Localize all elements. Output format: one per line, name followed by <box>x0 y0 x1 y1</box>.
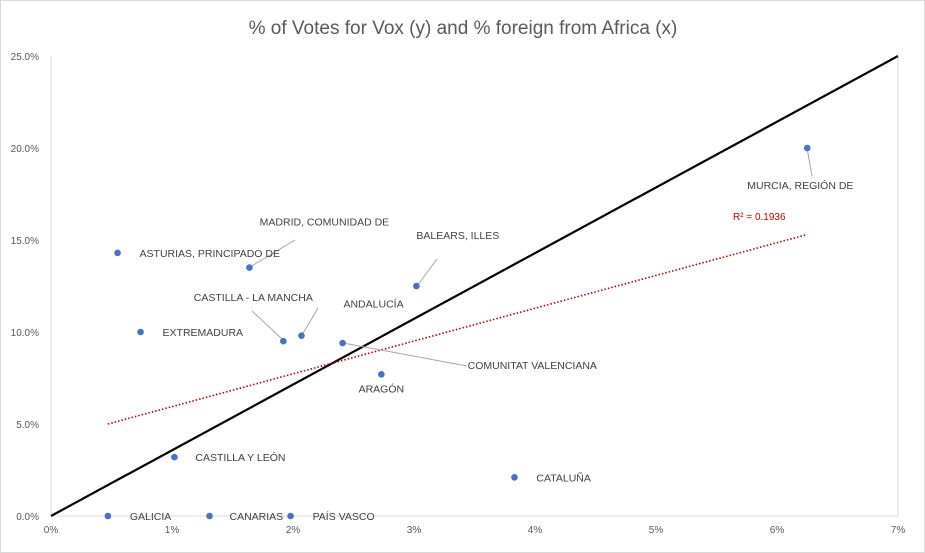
data-label: COMUNITAT VALENCIANA <box>468 360 597 372</box>
data-point <box>413 282 420 290</box>
data-point <box>298 332 305 339</box>
leader-line <box>249 239 296 268</box>
x-tick-label: 3% <box>407 525 422 536</box>
y-tick-label: 0.0% <box>16 512 39 523</box>
data-point <box>114 249 121 257</box>
data-point <box>137 328 144 336</box>
r-squared-label: R² = 0.1936 <box>733 212 786 223</box>
data-label: GALICIA <box>130 511 171 523</box>
data-label: EXTREMADURA <box>163 327 244 339</box>
leader-line <box>342 342 468 367</box>
data-point <box>339 339 346 347</box>
data-label: CASTILLA - LA MANCHA <box>194 292 313 304</box>
data-point <box>280 337 287 345</box>
data-point <box>378 371 385 378</box>
x-tick-label: 4% <box>528 525 543 536</box>
data-label: CANARIAS <box>230 511 284 523</box>
x-tick-label: 6% <box>770 525 785 536</box>
data-label: PAÍS VASCO <box>313 510 375 523</box>
x-tick-label: 2% <box>286 525 301 536</box>
data-point <box>171 453 178 461</box>
data-point <box>206 512 213 520</box>
data-point <box>511 474 518 481</box>
data-label: CATALUÑA <box>536 471 590 484</box>
x-tick-label: 7% <box>891 525 906 536</box>
chart-title: % of Votes for Vox (y) and % foreign fro… <box>249 18 678 39</box>
y-tick-label: 25.0% <box>11 52 39 63</box>
x-tick-label: 1% <box>165 525 180 536</box>
y-tick-label: 20.0% <box>11 144 39 155</box>
leader-line <box>301 307 319 336</box>
data-label: CASTILLA Y LEÓN <box>195 451 285 464</box>
y-tick-label: 15.0% <box>11 236 39 247</box>
data-label: ARAGÓN <box>359 382 405 395</box>
data-point <box>104 512 112 520</box>
data-point <box>246 264 253 271</box>
y-tick-label: 5.0% <box>16 420 39 431</box>
data-label: MURCIA, REGIÓN DE <box>747 179 853 192</box>
data-point <box>287 512 294 520</box>
data-label: ANDALUCÍA <box>343 298 403 311</box>
x-tick-label: 0% <box>44 525 59 536</box>
reference-line <box>50 55 899 517</box>
data-label: MADRID, COMUNIDAD DE <box>260 217 390 229</box>
y-tick-label: 10.0% <box>11 328 39 339</box>
data-label: ASTURIAS, PRINCIPADO DE <box>140 248 280 260</box>
x-tick-label: 5% <box>649 525 664 536</box>
leader-line <box>806 147 813 177</box>
leader-line <box>251 310 284 341</box>
data-label: BALEARS, ILLES <box>416 230 499 242</box>
leader-line <box>416 258 438 287</box>
data-point <box>803 144 811 152</box>
